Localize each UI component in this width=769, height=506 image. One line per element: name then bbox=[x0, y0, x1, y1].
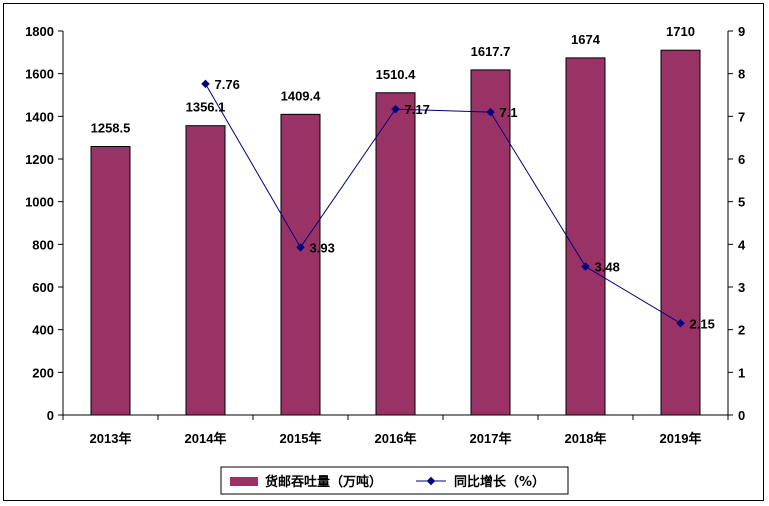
line-marker bbox=[201, 79, 210, 89]
bar-data-label: 1258.5 bbox=[91, 121, 131, 136]
bar-data-label: 1617.7 bbox=[471, 44, 511, 59]
line-data-label: 7.1 bbox=[500, 105, 518, 120]
y-left-tick-label: 1600 bbox=[25, 67, 54, 82]
y-left-tick-label: 1200 bbox=[25, 152, 54, 167]
y-left-tick-label: 400 bbox=[32, 323, 54, 338]
bar bbox=[90, 146, 131, 416]
legend-label-line: 同比增长（%） bbox=[454, 474, 545, 490]
line-data-label: 7.76 bbox=[215, 77, 240, 92]
y-right-tick-label: 3 bbox=[738, 280, 745, 295]
legend: 货邮吞吐量（万吨） 同比增长（%） bbox=[220, 466, 569, 495]
bar-data-label: 1710 bbox=[666, 24, 695, 39]
y-left-tick-label: 800 bbox=[32, 237, 54, 252]
line-marker bbox=[676, 319, 685, 328]
y-left-tick-label: 0 bbox=[47, 408, 54, 423]
legend-swatch-bar bbox=[230, 477, 258, 486]
legend-box bbox=[220, 466, 569, 495]
x-tick-label: 2017年 bbox=[470, 431, 512, 446]
line-marker bbox=[296, 243, 305, 252]
legend-swatch-marker bbox=[426, 476, 436, 486]
y-right-tick-label: 2 bbox=[738, 323, 745, 338]
legend-label-bar: 货邮吞吐量（万吨） bbox=[265, 474, 382, 490]
y-right-tick-label: 5 bbox=[738, 195, 745, 210]
bar-data-label: 1674 bbox=[571, 32, 601, 47]
line-data-label: 2.15 bbox=[690, 316, 715, 331]
y-left-tick-label: 1800 bbox=[25, 24, 54, 39]
bar-data-label: 1510.4 bbox=[376, 67, 417, 82]
x-tick-label: 2019年 bbox=[660, 431, 702, 446]
bar bbox=[375, 92, 416, 416]
line-marker bbox=[486, 107, 495, 117]
y-left-tick-label: 1000 bbox=[25, 195, 54, 210]
y-left-tick-label: 1400 bbox=[25, 109, 54, 124]
bar bbox=[185, 125, 226, 416]
line-layer bbox=[201, 79, 685, 328]
y-right-tick-label: 0 bbox=[738, 408, 745, 423]
x-tick-label: 2016年 bbox=[375, 431, 417, 446]
bar bbox=[660, 49, 701, 416]
bar bbox=[565, 57, 606, 416]
line-data-label: 3.93 bbox=[310, 240, 335, 255]
x-tick-label: 2015年 bbox=[280, 431, 322, 446]
bar bbox=[280, 113, 321, 416]
axes-layer: 0 200 400 600 800 1000 1200 1400 1600 1800 0 1 2 3 4 5 6… bbox=[25, 24, 746, 446]
y-right-tick-label: 9 bbox=[738, 24, 745, 39]
y-right-tick-label: 7 bbox=[738, 109, 745, 124]
x-tick-label: 2018年 bbox=[565, 431, 607, 446]
line-data-label: 3.48 bbox=[595, 260, 620, 275]
y-right-tick-label: 8 bbox=[738, 67, 745, 82]
x-tick-label: 2013年 bbox=[90, 431, 132, 446]
y-right-tick-label: 4 bbox=[738, 237, 746, 252]
bar-data-label: 1409.4 bbox=[281, 88, 322, 103]
labels-layer: 1258.5 1356.1 1409.4 1510.4 1617.7 1674 1710 7.… bbox=[91, 24, 715, 331]
bar bbox=[470, 69, 511, 416]
y-right-tick-label: 6 bbox=[738, 152, 745, 167]
y-left-tick-label: 600 bbox=[32, 280, 54, 295]
bar-data-label: 1356.1 bbox=[186, 100, 226, 115]
growth-line bbox=[205, 83, 681, 324]
line-marker bbox=[391, 104, 400, 114]
line-data-label: 7.17 bbox=[405, 102, 430, 117]
line-marker bbox=[581, 262, 590, 271]
y-left-tick-label: 200 bbox=[32, 365, 54, 380]
x-tick-label: 2014年 bbox=[185, 431, 227, 446]
bars-layer bbox=[90, 49, 701, 416]
y-right-tick-label: 1 bbox=[738, 365, 745, 380]
